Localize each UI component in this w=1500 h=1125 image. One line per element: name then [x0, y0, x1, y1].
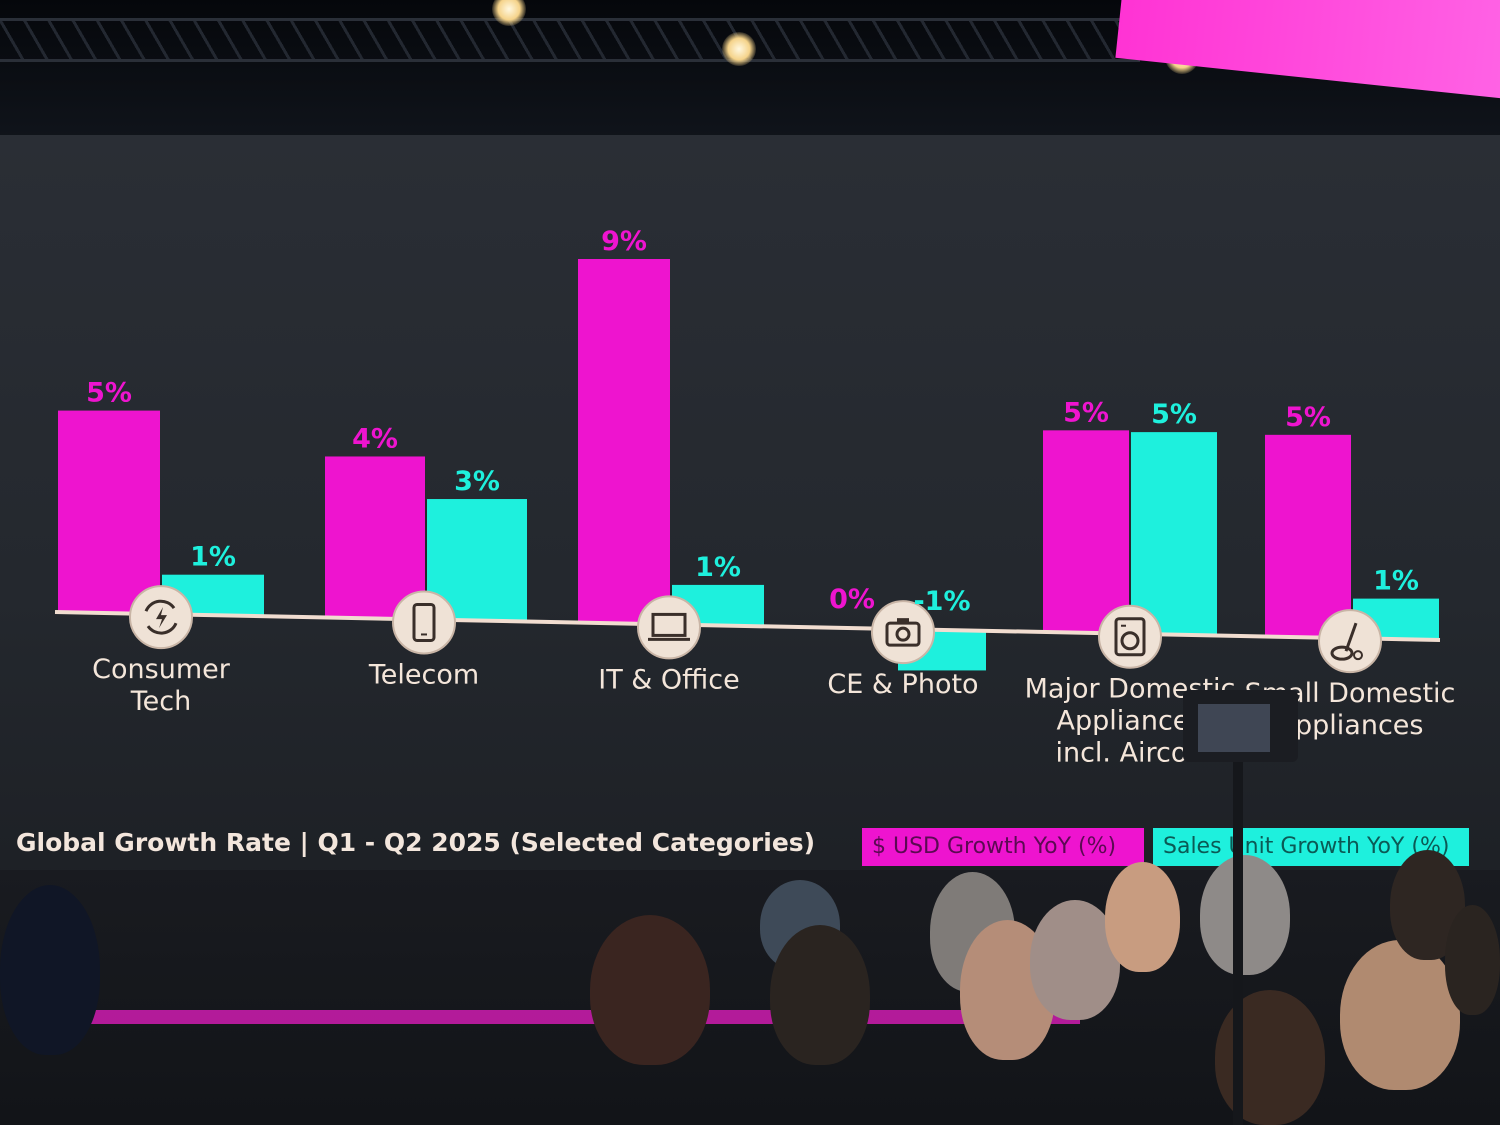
usd-value-label: 5% [1285, 402, 1331, 433]
vacuum-icon [1318, 609, 1382, 674]
category-label: Telecom [368, 659, 479, 690]
usd-growth-bar [58, 410, 160, 614]
stage-lamp [722, 32, 756, 66]
lighting-truss [0, 18, 1140, 62]
category-label: Appliances [1277, 710, 1424, 741]
usd-value-label: 5% [1063, 397, 1109, 428]
sales-unit-value-label: 1% [190, 542, 236, 573]
legend-usd-growth: $ USD Growth YoY (%) [862, 828, 1144, 866]
sales-unit-growth-bar [1131, 432, 1217, 635]
sales-unit-value-label: 1% [1373, 566, 1419, 597]
usd-growth-bar [578, 259, 670, 624]
audience-head [1340, 940, 1460, 1090]
category-label: IT & Office [598, 664, 740, 695]
sales-unit-value-label: -1% [913, 586, 970, 617]
sales-unit-value-label: 3% [454, 466, 500, 497]
audience-head [770, 925, 870, 1065]
legend-sales-unit-growth: Sales Unit Growth YoY (%) [1153, 828, 1469, 866]
camera-icon [871, 600, 935, 665]
camera-monitor [1198, 704, 1270, 752]
category-label: Appliances [1057, 706, 1204, 737]
usd-value-label: 9% [601, 226, 647, 257]
stage-edge-light [80, 1010, 1080, 1024]
category-label: Consumer [92, 654, 231, 685]
category-label: CE & Photo [827, 669, 978, 700]
smartphone-icon [392, 590, 456, 655]
washing-machine-icon [1098, 604, 1162, 669]
usd-value-label: 5% [86, 378, 132, 409]
sales-unit-value-label: 5% [1151, 399, 1197, 430]
chart-title: Global Growth Rate | Q1 - Q2 2025 (Selec… [16, 828, 816, 857]
usd-growth-bar [325, 456, 425, 619]
stage-lamp [492, 0, 526, 26]
usd-growth-bar [1265, 434, 1351, 638]
camera-tripod [1183, 690, 1298, 1125]
ceiling-rig [0, 0, 1500, 140]
chart-baseline [54, 610, 1441, 642]
audience-head [1445, 905, 1500, 1015]
usd-value-label: 0% [829, 584, 875, 615]
usd-value-label: 4% [352, 423, 398, 454]
audience-head [590, 915, 710, 1065]
category-label: Tech [130, 686, 191, 717]
audience-head [1200, 855, 1290, 975]
audience-hat [0, 885, 100, 1055]
laptop-icon [637, 595, 701, 660]
sales-unit-value-label: 1% [695, 552, 741, 583]
audience-head [1105, 862, 1180, 972]
refresh-bolt-icon [129, 585, 193, 650]
tripod-pole [1233, 762, 1243, 1125]
category-label: incl. Aircon [1055, 738, 1204, 769]
usd-growth-bar [1043, 430, 1129, 633]
presentation-screen [0, 135, 1500, 895]
